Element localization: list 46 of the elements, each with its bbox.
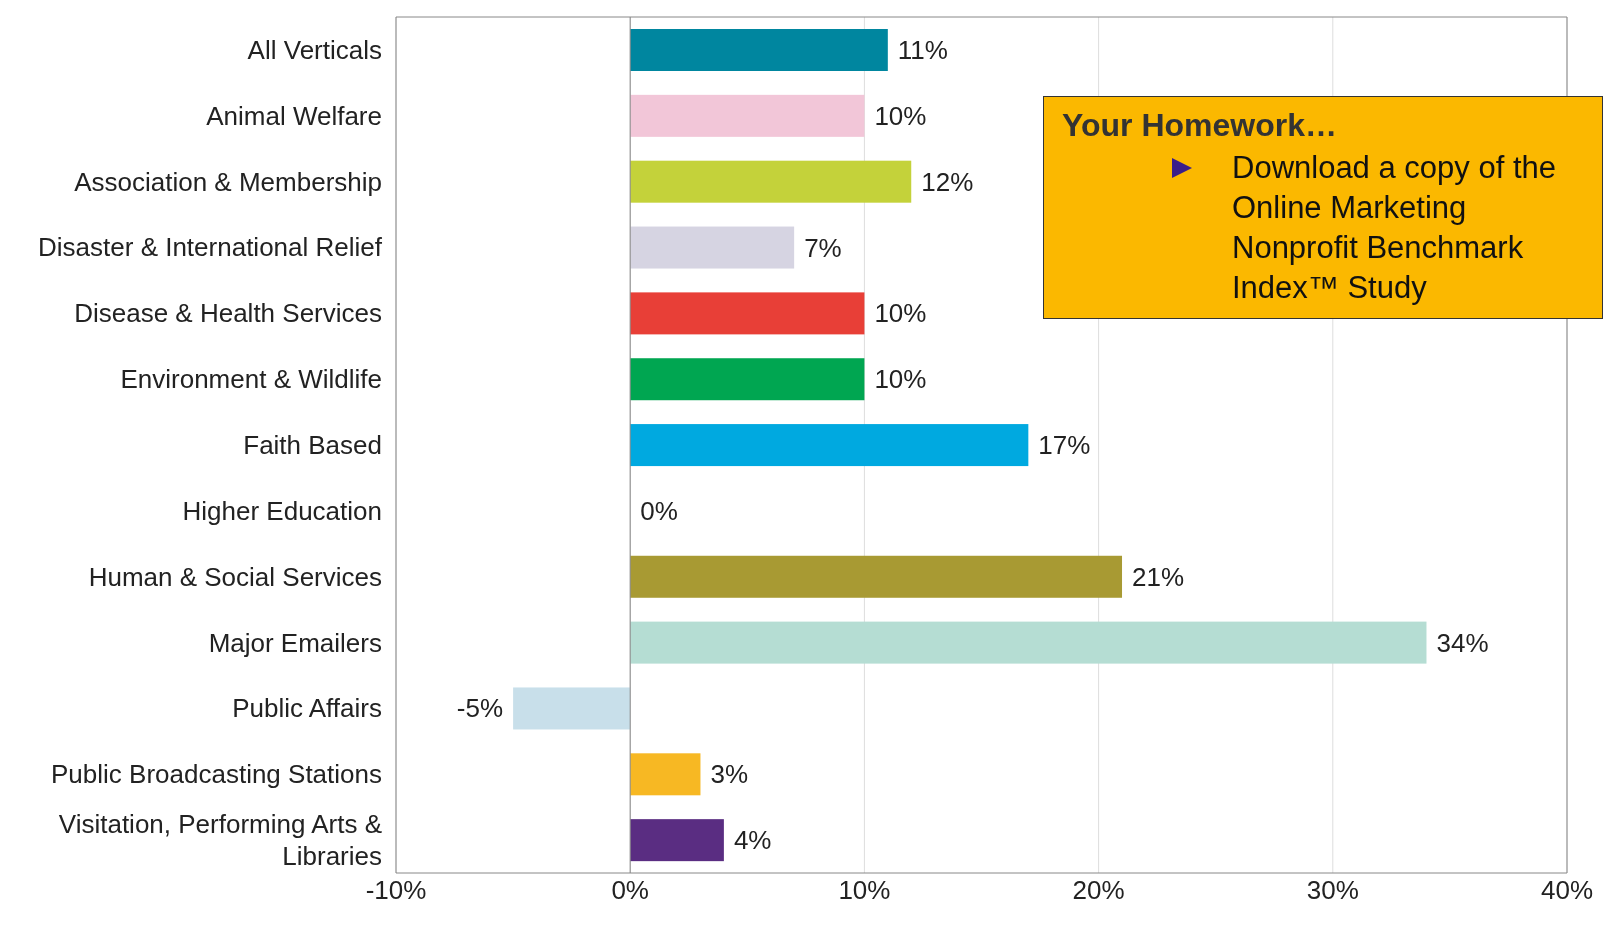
x-tick-label: 0% (611, 875, 649, 906)
bar (630, 424, 1029, 467)
x-tick-label: 10% (838, 875, 891, 906)
bar (630, 226, 795, 269)
x-tick-label: 40% (1540, 875, 1594, 906)
annotation: Your Homework… (1062, 107, 1338, 144)
data-label: 11% (897, 35, 948, 65)
y-tick-label: All Verticals (247, 34, 382, 65)
y-tick-label: Animal Welfare (206, 100, 382, 131)
data-label: 10% (874, 298, 927, 329)
bar (630, 29, 888, 71)
x-tick-label: 20% (1072, 875, 1125, 906)
bar (630, 94, 865, 137)
y-tick-label: Association & Membership (74, 166, 382, 197)
x-tick-label: 30% (1306, 875, 1359, 906)
y-tick-label: Visitation, Performing Arts & Libraries (58, 809, 382, 872)
bar (630, 292, 865, 335)
bar (513, 687, 631, 730)
data-label: 7% (804, 232, 842, 263)
y-tick-label: Human & Social Services (88, 561, 382, 592)
y-tick-label: Public Broadcasting Stations (51, 759, 382, 790)
y-tick-label: Major Emailers (208, 627, 382, 658)
bar (630, 160, 912, 203)
data-label: 17% (1038, 430, 1091, 461)
y-tick-label: Environment & Wildlife (120, 364, 382, 395)
bar (630, 753, 701, 796)
data-label: 0% (640, 495, 678, 526)
bar (630, 621, 1427, 664)
bar (630, 555, 1123, 598)
data-label: 10% (874, 100, 927, 131)
y-tick-label: Higher Education (182, 495, 382, 526)
data-label: -5% (456, 693, 504, 724)
annotation: Download a copy of the Online Marketing Nonprofit Benchmark Index™ Study (1232, 149, 1557, 307)
y-tick-label: Disease & Health Services (74, 298, 382, 329)
bar (630, 358, 865, 401)
data-label: 4% (733, 825, 772, 856)
y-tick-label: Public Affairs (232, 693, 382, 724)
x-tick-label: -10% (365, 875, 427, 906)
y-tick-label: Faith Based (243, 430, 382, 460)
data-label: 3% (710, 759, 749, 790)
data-label: 10% (874, 364, 927, 395)
data-label: 12% (921, 166, 974, 197)
data-label: 34% (1436, 627, 1489, 658)
data-label: 21% (1132, 561, 1185, 592)
y-tick-label: Disaster & International Relief (38, 232, 383, 263)
bar (630, 819, 724, 862)
